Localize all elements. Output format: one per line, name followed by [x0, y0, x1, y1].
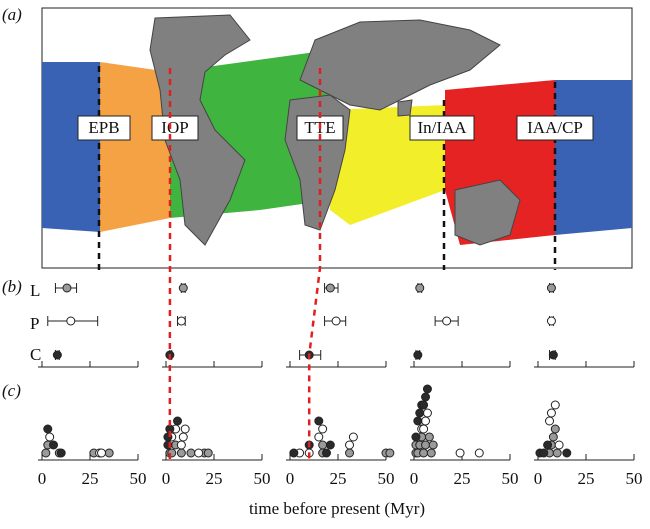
x-tick-label: 50 [378, 469, 395, 488]
x-tick-label: 50 [626, 469, 643, 488]
x-tick-label: 0 [410, 469, 419, 488]
x-tick-label: 50 [254, 469, 271, 488]
estimate-point [546, 417, 554, 425]
barrier-label: EPB [88, 118, 119, 137]
mean-point [67, 317, 75, 325]
x-tick-label: 25 [82, 469, 99, 488]
estimate-point [414, 417, 422, 425]
estimate-point [551, 425, 559, 433]
estimate-point [544, 441, 552, 449]
region [42, 62, 100, 232]
mean-point [547, 317, 555, 325]
estimate-point [475, 449, 483, 457]
row-label: C [30, 345, 41, 364]
row-label: L [30, 281, 40, 300]
estimate-point [181, 425, 189, 433]
map: EPB IOP TTE In/IAA IAA/CP [42, 8, 632, 270]
barrier-label: In/IAA [417, 118, 467, 137]
x-tick-label: 0 [286, 469, 295, 488]
x-tick-label: 25 [454, 469, 471, 488]
estimate-point [195, 449, 203, 457]
estimate-point [315, 433, 323, 441]
estimate-point [177, 441, 185, 449]
mean-point [179, 284, 187, 292]
estimate-point [423, 385, 431, 393]
estimate-point [346, 441, 354, 449]
estimate-point [555, 441, 563, 449]
mean-point [414, 351, 422, 359]
x-axis-label: time before present (Myr) [249, 499, 425, 518]
estimate-point [423, 409, 431, 417]
estimate-point [98, 449, 106, 457]
mean-point [547, 284, 555, 292]
estimate-point [187, 449, 195, 457]
mean-point [63, 284, 71, 292]
barrier-label: IOP [161, 118, 188, 137]
estimate-point [551, 401, 559, 409]
estimate-point [420, 401, 428, 409]
estimate-point [57, 449, 65, 457]
mean-point [326, 284, 334, 292]
landmass [455, 180, 520, 245]
estimate-point [346, 449, 354, 457]
estimate-point [422, 417, 430, 425]
region [555, 80, 632, 235]
x-tick-label: 25 [206, 469, 223, 488]
estimate-point [326, 441, 334, 449]
mean-point [177, 317, 185, 325]
estimate-point [563, 449, 571, 457]
mean-point [443, 317, 451, 325]
estimate-point [322, 449, 330, 457]
estimate-point [420, 425, 428, 433]
x-tick-label: 25 [330, 469, 347, 488]
estimate-point [456, 449, 464, 457]
mean-point [549, 351, 557, 359]
mean-point [53, 351, 61, 359]
estimate-point [540, 449, 548, 457]
barrier-label: IAA/CP [527, 118, 583, 137]
estimate-point [42, 449, 50, 457]
estimate-point [549, 433, 557, 441]
x-tick-label: 0 [162, 469, 171, 488]
x-tick-label: 25 [578, 469, 595, 488]
estimate-point [412, 433, 420, 441]
row-label: P [30, 314, 39, 333]
x-tick-label: 0 [534, 469, 543, 488]
panel-label: (b) [2, 277, 22, 296]
panel-label: (c) [2, 381, 21, 400]
estimate-point [425, 433, 433, 441]
estimate-point [319, 425, 327, 433]
estimate-point [179, 433, 187, 441]
estimate-point [547, 409, 555, 417]
estimate-point [204, 449, 212, 457]
mean-point [416, 284, 424, 292]
estimate-point [427, 449, 435, 457]
estimate-point [174, 417, 182, 425]
estimate-point [416, 409, 424, 417]
estimate-point [422, 441, 430, 449]
panel-label: (a) [2, 5, 22, 24]
estimate-point [105, 449, 113, 457]
estimate-point [44, 425, 52, 433]
estimate-point [553, 449, 561, 457]
estimate-point [46, 433, 54, 441]
estimate-point [386, 449, 394, 457]
estimate-point [319, 441, 327, 449]
mean-point [332, 317, 340, 325]
estimate-point [422, 393, 430, 401]
estimate-point [290, 449, 298, 457]
x-tick-label: 50 [130, 469, 147, 488]
estimate-point [177, 449, 185, 457]
estimate-point [50, 441, 58, 449]
estimate-point [420, 449, 428, 457]
landmass [398, 100, 412, 116]
x-tick-label: 50 [502, 469, 519, 488]
estimate-point [315, 417, 323, 425]
estimate-point [429, 441, 437, 449]
estimate-point [349, 433, 357, 441]
x-tick-label: 0 [38, 469, 47, 488]
